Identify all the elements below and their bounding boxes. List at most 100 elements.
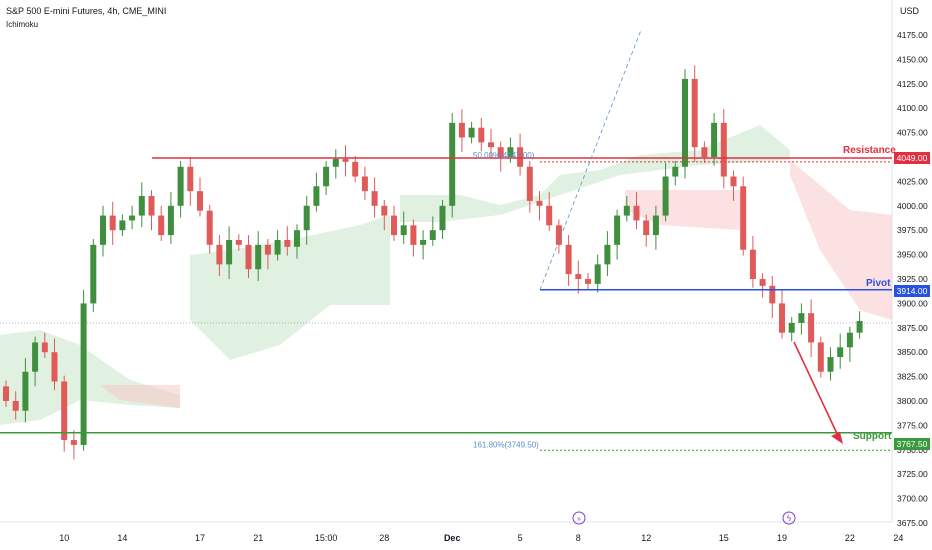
ichimoku-cloud	[400, 125, 790, 222]
candle-body	[856, 320, 863, 333]
candle-body	[187, 166, 194, 192]
fast-forward-glyph: »	[577, 516, 581, 523]
candle-body	[643, 220, 650, 236]
candle-body	[138, 196, 145, 216]
candle-body	[691, 78, 698, 148]
candle-body	[846, 332, 853, 348]
y-tick-label: 4075.00	[897, 128, 928, 138]
candle-body	[70, 440, 77, 445]
candle-body	[342, 158, 349, 162]
candle-body	[32, 342, 39, 372]
candle-body	[51, 352, 58, 382]
candle-body	[536, 200, 543, 206]
candle-body	[740, 186, 747, 250]
y-tick-label: 3825.00	[897, 372, 928, 382]
support-price-tag: 3767.50	[894, 438, 930, 450]
fast-forward-icon[interactable]	[572, 511, 586, 525]
candle-body	[555, 225, 562, 245]
candle-body	[245, 244, 252, 270]
lightning-icon[interactable]	[782, 511, 796, 525]
candle-body	[759, 279, 766, 286]
x-tick-label: 8	[576, 533, 581, 543]
y-tick-label: 4100.00	[897, 103, 928, 113]
y-tick-label: 3925.00	[897, 274, 928, 284]
x-tick-label: 17	[195, 533, 205, 543]
y-tick-label: 3850.00	[897, 347, 928, 357]
x-tick-label: 14	[117, 533, 127, 543]
ichimoku-cloud	[190, 215, 390, 360]
y-tick-label: 3900.00	[897, 298, 928, 308]
candle-body	[526, 166, 533, 201]
projection-line	[539, 29, 642, 290]
candle-body	[594, 264, 601, 284]
candle-body	[100, 215, 106, 245]
x-tick-label: 12	[641, 533, 651, 543]
candle-body	[22, 371, 29, 411]
arrow-head	[831, 432, 843, 444]
candle-body	[614, 215, 621, 245]
candle-body	[332, 158, 339, 167]
candle-body	[788, 322, 795, 333]
candle-body	[585, 279, 591, 284]
candle-body	[216, 244, 223, 265]
x-tick-label: 15:00	[315, 533, 338, 543]
ichimoku-cloud	[625, 190, 740, 230]
candle-body	[61, 381, 68, 441]
candle-body	[817, 342, 824, 372]
candle-body	[429, 230, 436, 240]
resistance-label: Resistance	[843, 145, 896, 156]
candle-body	[129, 215, 136, 221]
candle-body	[682, 78, 688, 167]
candle-body	[546, 205, 553, 226]
x-tick-label: 5	[518, 533, 523, 543]
y-tick-label: 3675.00	[897, 518, 928, 528]
candle-body	[167, 205, 174, 236]
support-label: Support	[853, 431, 892, 442]
candle-body	[652, 215, 659, 236]
candle-body	[12, 401, 19, 411]
pivot-label: Pivot	[866, 278, 891, 289]
candle-body	[730, 176, 737, 187]
y-tick-label: 3700.00	[897, 494, 928, 504]
candle-body	[633, 205, 640, 221]
candle-body	[303, 205, 310, 231]
candle-body	[197, 191, 203, 211]
x-tick-label: 15	[719, 533, 729, 543]
candle-body	[458, 122, 465, 138]
indicator-label[interactable]: Ichimoku	[6, 20, 39, 29]
candle-body	[575, 274, 582, 279]
candle-body	[3, 386, 9, 401]
candle-body	[662, 176, 669, 216]
y-tick-label: 3875.00	[897, 323, 928, 333]
fib-161-label: 161.80%(3749.50)	[473, 440, 539, 449]
currency-label: USD	[900, 6, 920, 16]
candle-body	[264, 244, 271, 255]
y-tick-label: 4175.00	[897, 30, 928, 40]
candle-body	[352, 161, 359, 177]
candle-body	[623, 205, 630, 216]
x-tick-label: 28	[379, 533, 389, 543]
candle-body	[361, 176, 368, 192]
ichimoku-cloud	[100, 385, 180, 408]
x-tick-label: Dec	[444, 533, 461, 543]
candle-body	[381, 205, 388, 216]
x-tick-label: 21	[253, 533, 263, 543]
chart-title: S&P 500 E-mini Futures, 4h, CME_MINI	[6, 6, 167, 16]
candle-body	[701, 147, 708, 157]
candle-body	[371, 191, 378, 206]
candle-body	[313, 186, 320, 206]
y-tick-label: 4150.00	[897, 54, 928, 64]
candle-body	[604, 244, 611, 265]
candle-body	[720, 122, 727, 177]
candle-body	[517, 147, 524, 167]
ichimoku-cloud	[790, 160, 892, 320]
candle-body	[119, 220, 126, 231]
x-tick-label: 22	[845, 533, 855, 543]
candle-body	[672, 166, 679, 177]
y-tick-label: 4000.00	[897, 201, 928, 211]
candle-body	[158, 215, 165, 236]
y-tick-label: 3775.00	[897, 420, 928, 430]
candle-body	[711, 122, 718, 157]
x-tick-label: 19	[777, 533, 787, 543]
